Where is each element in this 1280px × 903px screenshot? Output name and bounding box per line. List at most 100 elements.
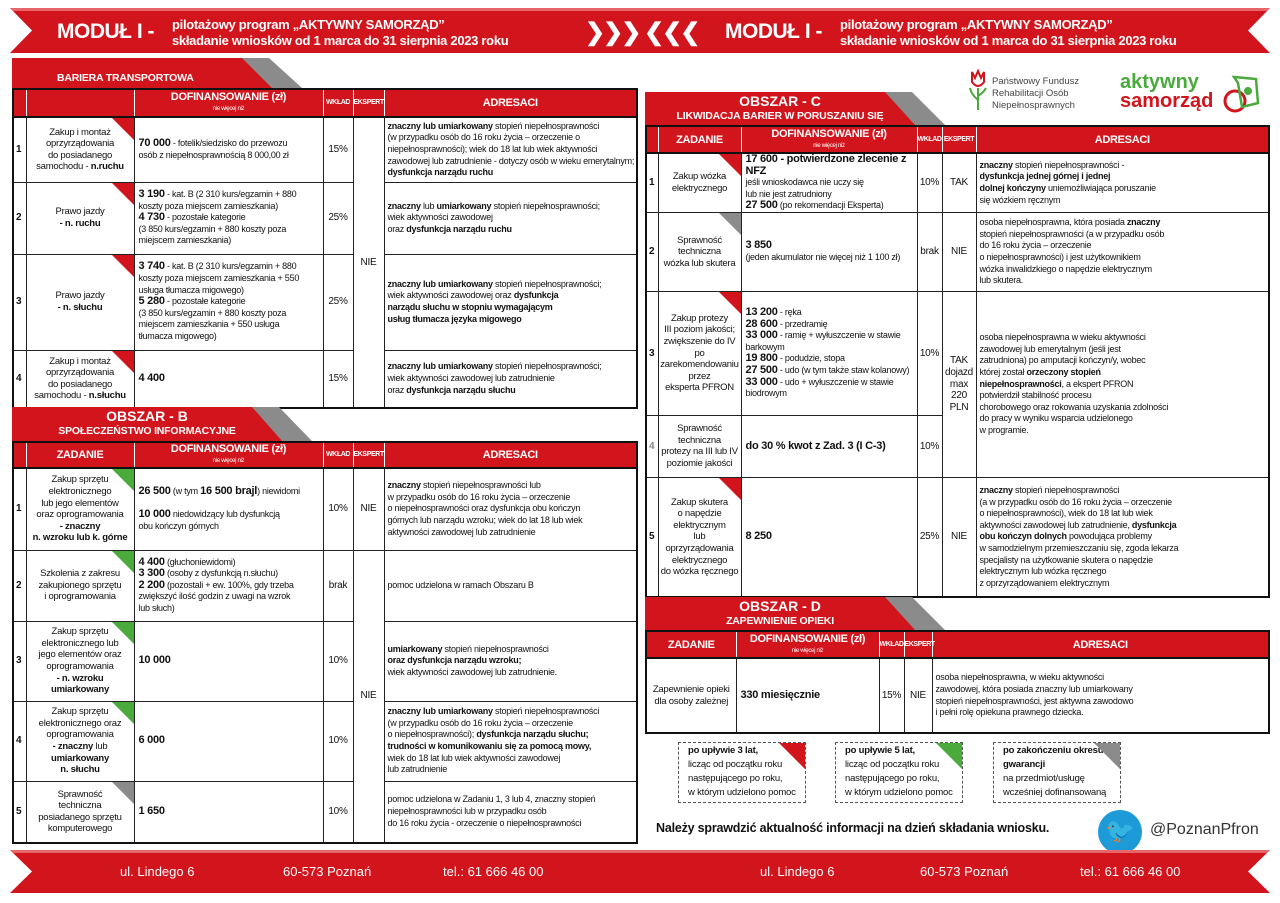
row-number: 4 [12,700,27,782]
text-segment: Sprawność techniczna wózka lub skutera [663,234,736,269]
row-number: 4 [645,414,659,478]
text-segment: 27 500 [745,199,778,212]
dofinansowanie-cell: 330 miesięcznie [735,657,880,734]
text-segment: 10 000 [138,654,171,667]
ekspert-cell: NIE [941,476,977,598]
wklad-cell: 10% [916,414,943,478]
table-row: 4 Sprawność techniczna protezy na III lub… [645,414,1269,478]
text-segment: - znaczny [52,741,94,752]
corner-marker-gray [718,213,740,235]
dofinansowanie-cell: 1 650 [133,780,324,844]
text-segment: pomoc udzielona w ramach Obszaru B [387,579,534,590]
section-tab-b: OBSZAR - B SPOŁECZEŃSTWO INFORMACYJNE [12,407,312,441]
header-row: DOFINANSOWANIE (zł) nie więcej niż WKŁAD EK… [12,88,638,118]
header-row: ZADANIE DOFINANSOWANIE (zł) nie więcej niż… [12,441,638,469]
zadanie-cell: Sprawność techniczna wózka lub skutera [657,211,742,292]
section-title-d: OBSZAR - D ZAPEWNIENIE OPIEKI [645,597,915,630]
text-segment: 6 000 [138,734,166,747]
text-segment: 33 000 [745,375,778,388]
dofinansowanie-cell: 3 850 (jeden akumulator nie więcej niż 1… [740,211,918,292]
adresaci-cell: osoba niepełnosprawna w wieku aktywności… [975,290,1270,478]
corner-marker-red [111,351,133,373]
adresaci-cell: znaczny stopień niepełnosprawności (a w … [975,476,1270,598]
text-segment: 16 500 brajl [200,485,258,498]
text-segment: 19 800 [745,352,778,365]
corner-marker-green [111,702,133,724]
text-segment: (głuchoniewidomi) [167,556,236,567]
header-dofin-label: DOFINANSOWANIE (zł) [170,91,287,103]
text-segment: powodująca problemy w samodzielnym przem… [979,531,1179,588]
wklad-cell: 10% [916,152,943,213]
section-title: OBSZAR - B [106,408,188,424]
wklad-cell: 10% [322,620,354,702]
header-ekspert: EKSPERT [903,630,935,659]
text-segment: 2 200 [138,578,166,591]
footer-street: ul. Lindego 6 [120,864,195,879]
wklad-cell: brak [916,211,943,292]
text-segment: 26 500 [138,485,171,498]
adresaci-cell: znaczny stopień niepełnosprawności - dys… [975,152,1270,213]
text-segment: stopień niepełnosprawności; wiek aktywno… [387,361,602,395]
note-title: po upływie 5 lat, [845,745,915,756]
wklad-cell: 10% [322,700,354,782]
text-segment: wiek aktywności zawodowej lub zatrudnien… [387,666,558,677]
text-segment: - fotelik/siedzisko do przewozu osób z n… [138,138,289,160]
table-row: 3 Zakup protezy III poziom jakości; zwięk… [645,290,1270,478]
dofinansowanie-cell: 6 000 [133,700,324,782]
adresaci-cell: umiarkowany stopień niepełnosprawności o… [383,620,638,702]
note-text: licząc od początku roku następującego po… [845,759,953,798]
row-number: 1 [12,116,27,183]
header-num [12,88,27,118]
text-segment: Zakup i montaż oprzyrządowania do posiad… [34,355,115,402]
footer-notice: Należy sprawdzić aktualność informacji n… [656,821,1050,835]
note-box: po zakończeniu okresu gwarancji na przedm… [993,742,1121,803]
text-segment: 4 400 [138,555,166,568]
table-row: 4 Zakup i montaż oprzyrządowania do posia… [12,349,638,409]
header-dofin-sub: nie więcej niż [791,647,824,654]
wklad-cell: 25% [916,476,943,598]
text-segment: Sprawność techniczna protezy na III lub … [661,423,738,470]
text-segment: znaczny [1126,217,1161,228]
ekspert-cell: TAK [941,152,977,213]
wklad-cell: brak [322,549,354,622]
text-segment: Zapewnienie opieki dla osoby zależnej [652,683,730,707]
text-segment: - ręka [779,307,802,318]
twitter-handle[interactable]: @PoznanPfron [1150,821,1259,838]
footer-city: 60-573 Poznań [283,864,372,879]
dofinansowanie-cell: 70 000 - fotelik/siedzisko do przewozu o… [133,116,324,183]
dofinansowanie-cell: 26 500 (w tym 16 500 brajl) niewidomi 10… [133,467,324,551]
text-segment: Sprawność techniczna posiadanego sprzętu… [38,788,122,835]
text-segment: stopień niepełnosprawności (a w przypadk… [979,485,1173,530]
text-segment: znaczny [979,485,1014,496]
text-segment: - kat. B (2 310 kurs/egzamin + 880 koszt… [138,189,297,211]
section-subtitle: LIKWIDACJA BARIER W PORUSZANIU SIĘ [676,110,884,122]
text-segment: stopień niepełnosprawności (a w przypadk… [979,228,1165,286]
adresaci-cell: osoba niepełnosprawna, w wieku aktywnośc… [931,657,1270,734]
row-number: 4 [12,349,27,409]
wklad-cell: 10% [916,290,943,416]
dofinansowanie-cell: 10 000 [133,620,324,702]
header-dofin-sub: nie więcej niż [212,106,245,112]
adresaci-cell: znaczny stopień niepełnosprawności lub w… [383,467,638,551]
footer-phone: tel.: 61 666 46 00 [443,864,544,879]
module-label-2: MODUŁ I - [725,20,822,43]
note-text: na przedmiot/usługę wcześniej dofinansow… [1003,773,1107,798]
header-wklad: WKŁAD [916,125,943,154]
wklad-cell: 25% [322,181,354,255]
zadanie-cell: Prawo jazdy - n. ruchu [25,181,135,255]
dofinansowanie-cell: 13 200 - ręka 28 600 - przedramię 33 000… [740,290,918,416]
header-dofinansowanie: DOFINANSOWANIE (zł) nie więcej niż [133,441,324,469]
corner-marker-green [111,622,133,644]
text-segment: znaczny lub umiarkowany [387,361,494,372]
header-ekspert: EKSPERT [352,88,385,118]
corner-marker-red [718,478,740,500]
text-segment: umiarkowany n. słuchu [51,752,109,776]
header-adresaci: ADRESACI [383,88,638,118]
dofinansowanie-cell: 8 250 [740,476,918,598]
header-ekspert: EKSPERT [352,441,385,469]
text-segment: osoba niepełnosprawna, w wieku aktywnośc… [935,672,1134,718]
table-c: ZADANIE DOFINANSOWANIE (zł) nie więcej niż… [645,125,1270,599]
header-zadanie: ZADANIE [657,125,742,154]
text-segment: (jeden akumulator nie więcej niż 1 100 z… [745,251,901,262]
twitter-icon[interactable]: 🐦 [1098,810,1142,854]
